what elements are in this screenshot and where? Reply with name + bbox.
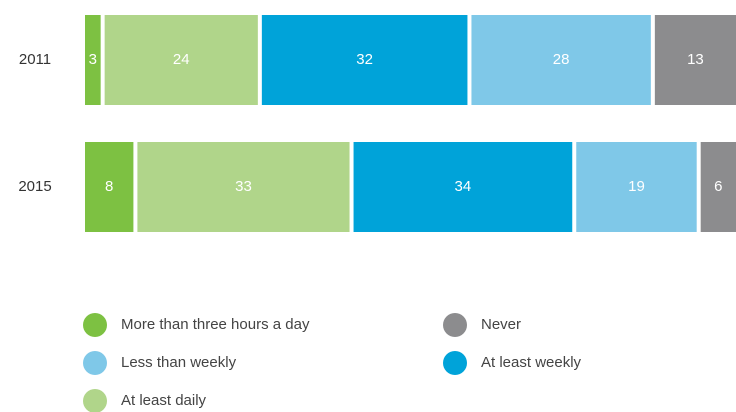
- value-label: 6: [714, 178, 722, 195]
- legend-label: Less than weekly: [121, 354, 237, 371]
- value-label: 32: [356, 51, 373, 68]
- bar-segment: [471, 15, 651, 105]
- legend-swatch: [443, 351, 467, 375]
- bar-segment: [104, 15, 258, 105]
- legend-swatch: [83, 389, 107, 412]
- legend-label: More than three hours a day: [121, 316, 310, 333]
- value-label: 33: [235, 178, 252, 195]
- value-label: 8: [105, 178, 113, 195]
- legend-label: At least weekly: [481, 354, 582, 371]
- value-label: 34: [455, 178, 472, 195]
- legend-swatch: [83, 313, 107, 337]
- category-label: 2015: [18, 178, 51, 195]
- legend-label: At least daily: [121, 392, 207, 409]
- value-label: 19: [628, 178, 645, 195]
- value-label: 24: [173, 51, 190, 68]
- bar-segment: [85, 142, 134, 232]
- value-label: 28: [553, 51, 570, 68]
- legend-swatch: [443, 313, 467, 337]
- bar-segment: [353, 142, 573, 232]
- value-label: 13: [687, 51, 704, 68]
- legend-swatch: [83, 351, 107, 375]
- bar-segment: [261, 15, 468, 105]
- bar-segment: [576, 142, 697, 232]
- bar-segment: [85, 15, 101, 105]
- legend-label: Never: [481, 316, 521, 333]
- value-label: 3: [89, 51, 97, 68]
- bar-segment: [654, 15, 736, 105]
- bar-segment: [700, 142, 736, 232]
- category-label: 2011: [19, 51, 51, 68]
- bar-segment: [137, 142, 350, 232]
